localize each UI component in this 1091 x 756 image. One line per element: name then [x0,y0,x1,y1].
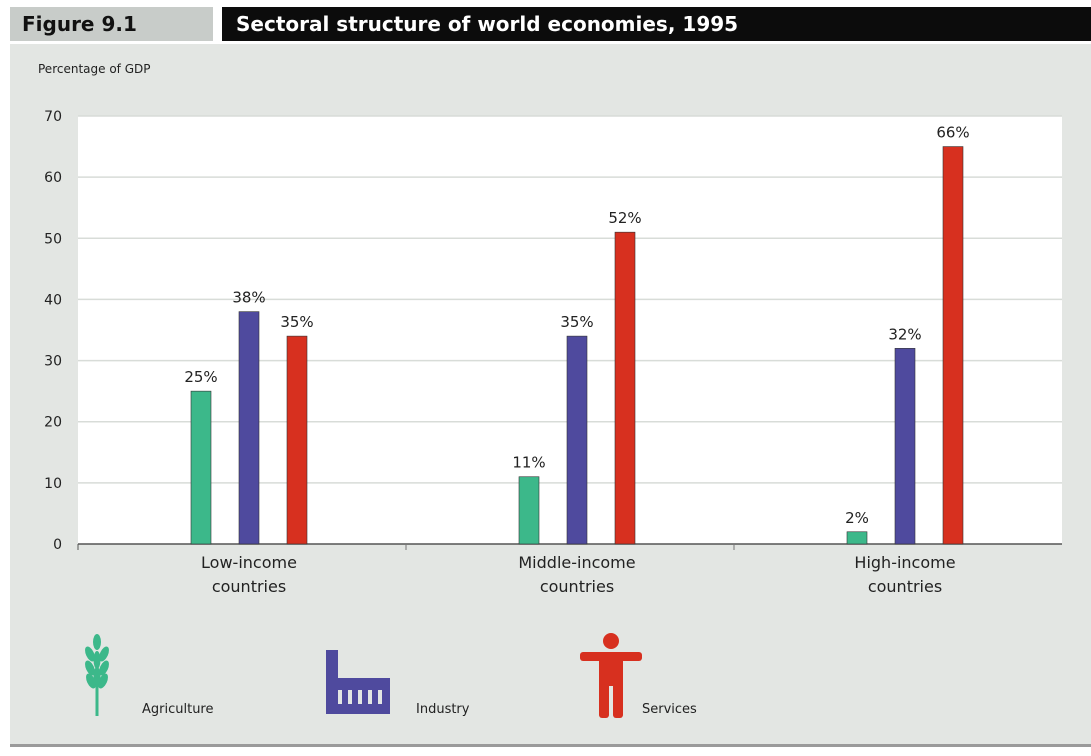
x-tick-label: countries [868,577,942,596]
x-tick-label: countries [540,577,614,596]
legend-services [578,632,644,724]
legend-label-agriculture: Agriculture [142,702,214,717]
y-tick-label: 50 [44,231,62,247]
bar [190,390,212,545]
data-label: 35% [560,313,593,331]
bar [894,348,916,545]
figure-label: Figure 9.1 [10,7,213,41]
data-label: 35% [280,313,313,331]
data-label: 32% [888,325,921,343]
x-tick-label: Middle-income [518,553,635,572]
data-label: 66% [936,124,969,142]
y-tick-label: 30 [44,354,62,370]
x-tick-label: Low-income [201,553,297,572]
bar [238,311,260,545]
bar [566,335,588,545]
data-label: 11% [512,454,545,472]
y-tick-label: 70 [44,109,62,125]
legend-label-industry: Industry [416,702,470,717]
legend-industry [324,650,392,720]
factory-icon [326,650,390,714]
bar [942,146,964,545]
bar-chart: 0 10 20 30 40 50 60 70 25% 38% 35% Low-income countr… [44,109,1062,596]
legend-agriculture [80,634,114,722]
data-label: 2% [845,509,869,527]
bottom-rule [10,744,1091,747]
x-tick-label: countries [212,577,286,596]
data-label: 52% [608,209,641,227]
person-icon [580,633,642,718]
figure-header: Figure 9.1 Sectoral structure of world e… [0,0,1091,44]
bar [518,476,540,545]
bar [614,231,636,545]
bar [286,335,308,545]
data-label: 38% [232,289,265,307]
y-tick-label: 20 [44,415,62,431]
y-tick-label: 0 [53,537,62,553]
x-tick-label: High-income [854,553,955,572]
y-axis-label: Percentage of GDP [38,62,151,76]
legend-label-services: Services [642,702,697,717]
bar [846,531,868,545]
y-tick-label: 60 [44,170,62,186]
figure-title: Sectoral structure of world economies, 1… [222,7,1091,41]
y-tick-label: 10 [44,476,62,492]
data-label: 25% [184,368,217,386]
y-tick-label: 40 [44,292,62,308]
wheat-icon [85,634,109,716]
